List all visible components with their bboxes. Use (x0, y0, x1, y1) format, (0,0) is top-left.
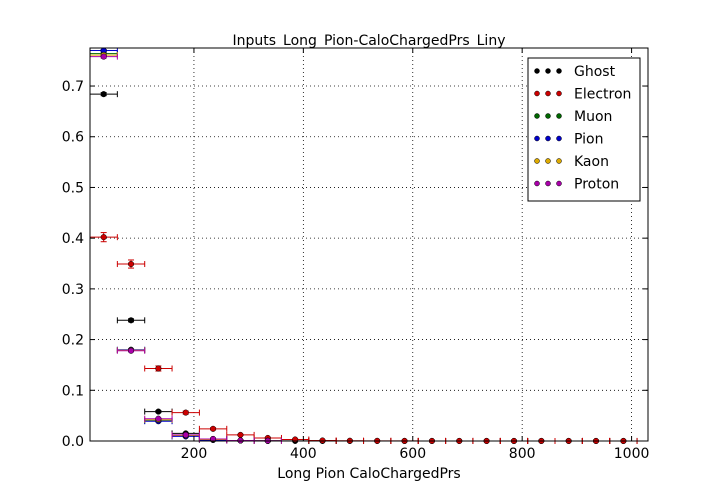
y-tick-label: 0.7 (62, 79, 84, 95)
y-tick-label: 0.2 (62, 333, 84, 349)
legend-marker (556, 68, 562, 74)
legend-marker (534, 113, 540, 119)
y-tick-label: 0.3 (62, 282, 84, 298)
legend-marker (534, 180, 540, 187)
x-tick-label: 200 (181, 446, 208, 462)
y-tick-label: 0.1 (62, 383, 84, 399)
data-point (182, 409, 189, 416)
data-point (155, 365, 162, 372)
legend-label: Muon (574, 109, 612, 125)
legend-item-proton: Proton (534, 177, 619, 193)
legend-item-muon: Muon (534, 109, 612, 125)
legend-marker (545, 68, 551, 74)
legend: Ghost Electron Muon Pion Kaon Proton (527, 57, 641, 202)
legend-marker (556, 158, 562, 164)
legend-box (527, 57, 641, 202)
legend-label: Kaon (574, 154, 609, 170)
y-tick-label: 0.4 (62, 231, 84, 247)
axis-ticks: 200 400 600 800 1000 0.0 0.1 0.2 0.3 0.4 0.5 0.6 0.7 (62, 48, 650, 462)
legend-marker (534, 68, 540, 74)
legend-marker (556, 113, 562, 119)
legend-marker (534, 90, 540, 97)
legend-label: Pion (574, 132, 603, 148)
legend-marker (545, 90, 551, 97)
legend-item-pion: Pion (534, 132, 603, 148)
data-point (127, 260, 135, 268)
legend-marker (556, 135, 562, 142)
data-point (100, 53, 107, 60)
legend-item-ghost: Ghost (534, 64, 616, 80)
legend-marker (545, 158, 551, 164)
data-point (210, 425, 217, 432)
legend-marker (545, 135, 551, 142)
data-point (127, 347, 135, 354)
data-point (237, 431, 244, 438)
data-point (182, 431, 189, 438)
legend-label: Electron (574, 87, 631, 103)
legend-label: Proton (574, 177, 619, 193)
legend-marker (545, 180, 551, 187)
legend-marker (534, 158, 540, 164)
legend-marker (545, 113, 551, 119)
data-point (210, 435, 217, 443)
data-point (100, 91, 107, 98)
legend-item-electron: Electron (534, 87, 631, 103)
x-tick-label: 1000 (614, 446, 650, 462)
data-point (155, 415, 162, 422)
x-tick-label: 800 (509, 446, 536, 462)
x-tick-label: 600 (399, 446, 426, 462)
legend-marker (556, 180, 562, 187)
legend-marker (534, 135, 540, 142)
y-tick-label: 0.5 (62, 180, 84, 196)
data-point (319, 437, 326, 444)
legend-item-kaon: Kaon (534, 154, 609, 170)
x-tick-label: 400 (290, 446, 317, 462)
y-tick-label: 0.6 (62, 130, 84, 146)
data-point (237, 437, 244, 444)
data-point (100, 234, 107, 241)
y-tick-label: 0.0 (62, 434, 84, 450)
chart-title: Inputs_Long_Pion-CaloChargedPrs_Liny (233, 33, 506, 49)
data-point (155, 408, 162, 415)
plot-frame (89, 47, 649, 442)
legend-marker (556, 90, 562, 97)
legend-label: Ghost (574, 64, 616, 80)
data-point (127, 317, 135, 324)
x-axis-label: Long Pion CaloChargedPrs (277, 466, 460, 482)
